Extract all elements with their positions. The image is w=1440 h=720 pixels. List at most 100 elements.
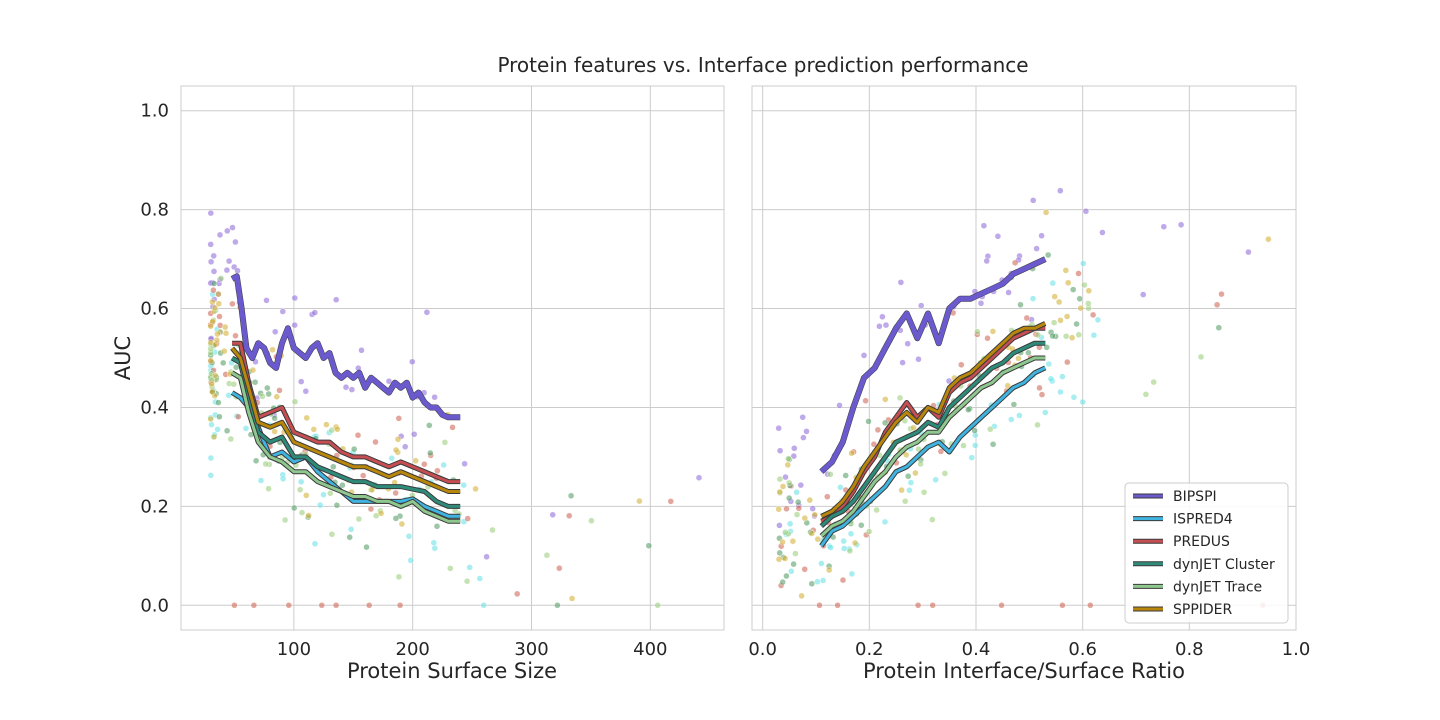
scatter-point (1087, 602, 1094, 609)
scatter-point (917, 460, 924, 468)
scatter-point (847, 530, 855, 537)
scatter-point (1010, 401, 1018, 408)
scatter-point (1008, 416, 1015, 423)
legend-label: dynJET Cluster (1173, 557, 1275, 573)
scatter-point (795, 498, 802, 506)
scatter-point (958, 361, 965, 368)
scatter-point (214, 426, 221, 433)
scatter-point (881, 419, 889, 427)
scatter-point (1062, 267, 1070, 274)
scatter-point (654, 602, 661, 609)
scatter-point (636, 497, 643, 505)
scatter-point (392, 489, 399, 497)
scatter-point (882, 396, 889, 403)
scatter-point (906, 487, 913, 494)
scatter-point (216, 231, 224, 239)
legend-label: dynJET Trace (1173, 579, 1262, 595)
scatter-point (298, 478, 305, 485)
scatter-point (332, 602, 340, 609)
scatter-point (775, 556, 783, 563)
scatter-point (207, 258, 215, 265)
scatter-point (210, 280, 218, 287)
scatter-point (225, 392, 232, 399)
scatter-point (1057, 317, 1064, 324)
scatter-point (839, 576, 847, 584)
scatter-point (447, 565, 454, 572)
scatter-point (793, 511, 801, 518)
scatter-point (483, 553, 490, 560)
scatter-point (291, 294, 298, 302)
scatter-point (776, 447, 784, 454)
scatter-point (320, 491, 327, 498)
scatter-point (667, 498, 674, 505)
scatter-point (431, 545, 438, 552)
scatter-point (449, 424, 456, 431)
scatter-point (1059, 602, 1066, 609)
scatter-point (342, 384, 350, 391)
scatter-point (351, 445, 358, 453)
scatter-point (210, 268, 218, 275)
scatter-point (358, 347, 365, 354)
scatter-point (259, 393, 266, 400)
scatter-point (901, 417, 909, 424)
scatter-point (1038, 232, 1045, 239)
scatter-point (645, 542, 652, 549)
scatter-point (433, 523, 441, 530)
x-tick-label: 0.8 (1175, 639, 1204, 660)
scatter-point (388, 455, 395, 462)
scatter-point (215, 399, 222, 406)
scatter-point (789, 538, 797, 545)
scatter-point (842, 472, 849, 479)
scatter-point (1089, 311, 1097, 319)
scatter-point (463, 578, 471, 585)
scatter-point (549, 511, 556, 518)
legend-label: BIPSPI (1173, 489, 1217, 505)
scatter-point (303, 414, 310, 422)
scatter-point (209, 388, 216, 396)
left-x-axis-label: Protein Surface Size (347, 659, 557, 683)
scatter-point (1042, 209, 1050, 216)
y-tick-label: 0.0 (140, 595, 169, 616)
scatter-point (431, 394, 438, 401)
scatter-point (310, 426, 317, 433)
scatter-point (984, 335, 991, 342)
scatter-point (366, 602, 373, 609)
scatter-point (1213, 301, 1221, 308)
y-tick-label: 0.8 (140, 200, 169, 221)
scatter-point (1042, 409, 1049, 416)
scatter-point (899, 359, 906, 366)
scatter-point (421, 461, 428, 468)
scatter-point (806, 496, 813, 504)
scatter-point (968, 454, 975, 461)
x-tick-label: 300 (514, 639, 548, 660)
x-tick-label: 0.2 (855, 639, 884, 660)
scatter-point (785, 455, 792, 462)
scatter-point (1043, 344, 1050, 351)
scatter-point (556, 565, 563, 572)
scatter-point (207, 454, 215, 462)
right-grid (752, 86, 1297, 630)
scatter-point (210, 287, 217, 294)
scatter-point (1094, 316, 1102, 324)
scatter-point (209, 298, 216, 306)
scatter-point (860, 352, 868, 359)
scatter-point (1245, 248, 1252, 256)
scatter-point (217, 275, 225, 282)
scatter-point (232, 332, 239, 339)
scatter-point (836, 402, 843, 409)
scatter-point (781, 555, 789, 562)
legend-label: PREDUS (1173, 534, 1230, 550)
scatter-point (318, 602, 325, 609)
scatter-point (434, 467, 441, 474)
scatter-point (514, 590, 521, 598)
scatter-point (262, 460, 269, 468)
scatter-point (339, 482, 346, 489)
scatter-point (250, 602, 258, 609)
left-trend-lines (230, 273, 461, 524)
scatter-point (801, 566, 808, 573)
scatter-point (881, 518, 889, 526)
left-plot-area (180, 85, 725, 631)
x-tick-label: 0.6 (1068, 639, 1097, 660)
scatter-point (779, 538, 786, 546)
scatter-point (372, 438, 379, 446)
